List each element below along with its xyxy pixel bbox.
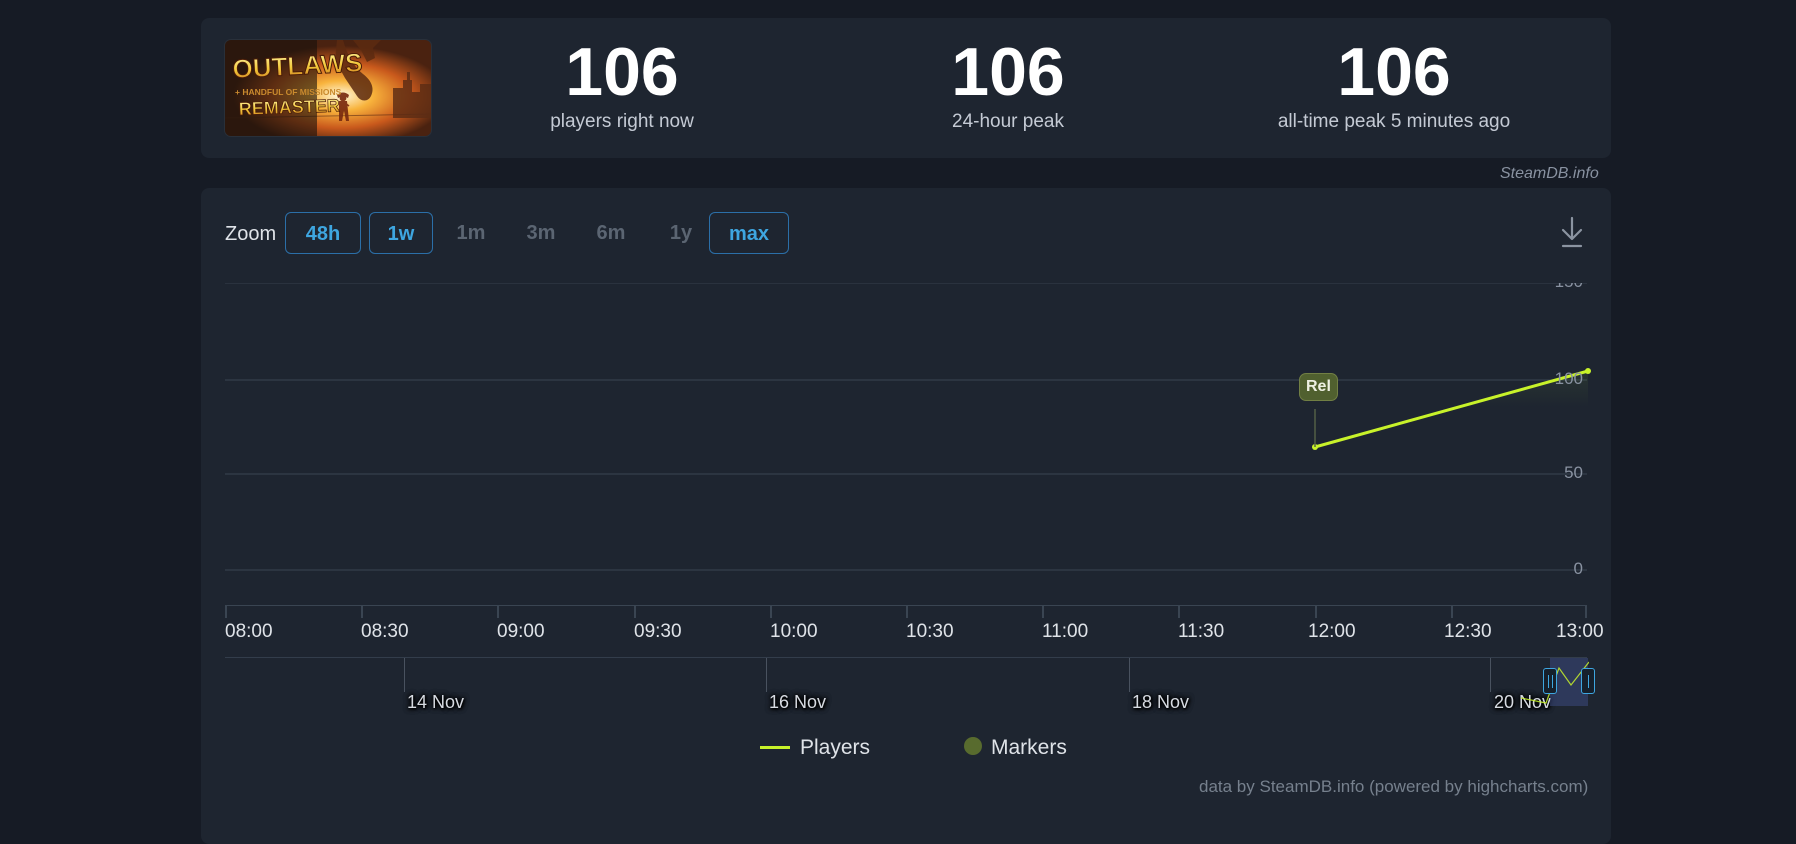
svg-text:100: 100: [1555, 369, 1583, 388]
svg-text:150: 150: [1555, 283, 1583, 291]
svg-text:0: 0: [1574, 559, 1583, 578]
svg-text:50: 50: [1564, 463, 1583, 482]
svg-text:REMASTER: REMASTER: [238, 95, 340, 119]
